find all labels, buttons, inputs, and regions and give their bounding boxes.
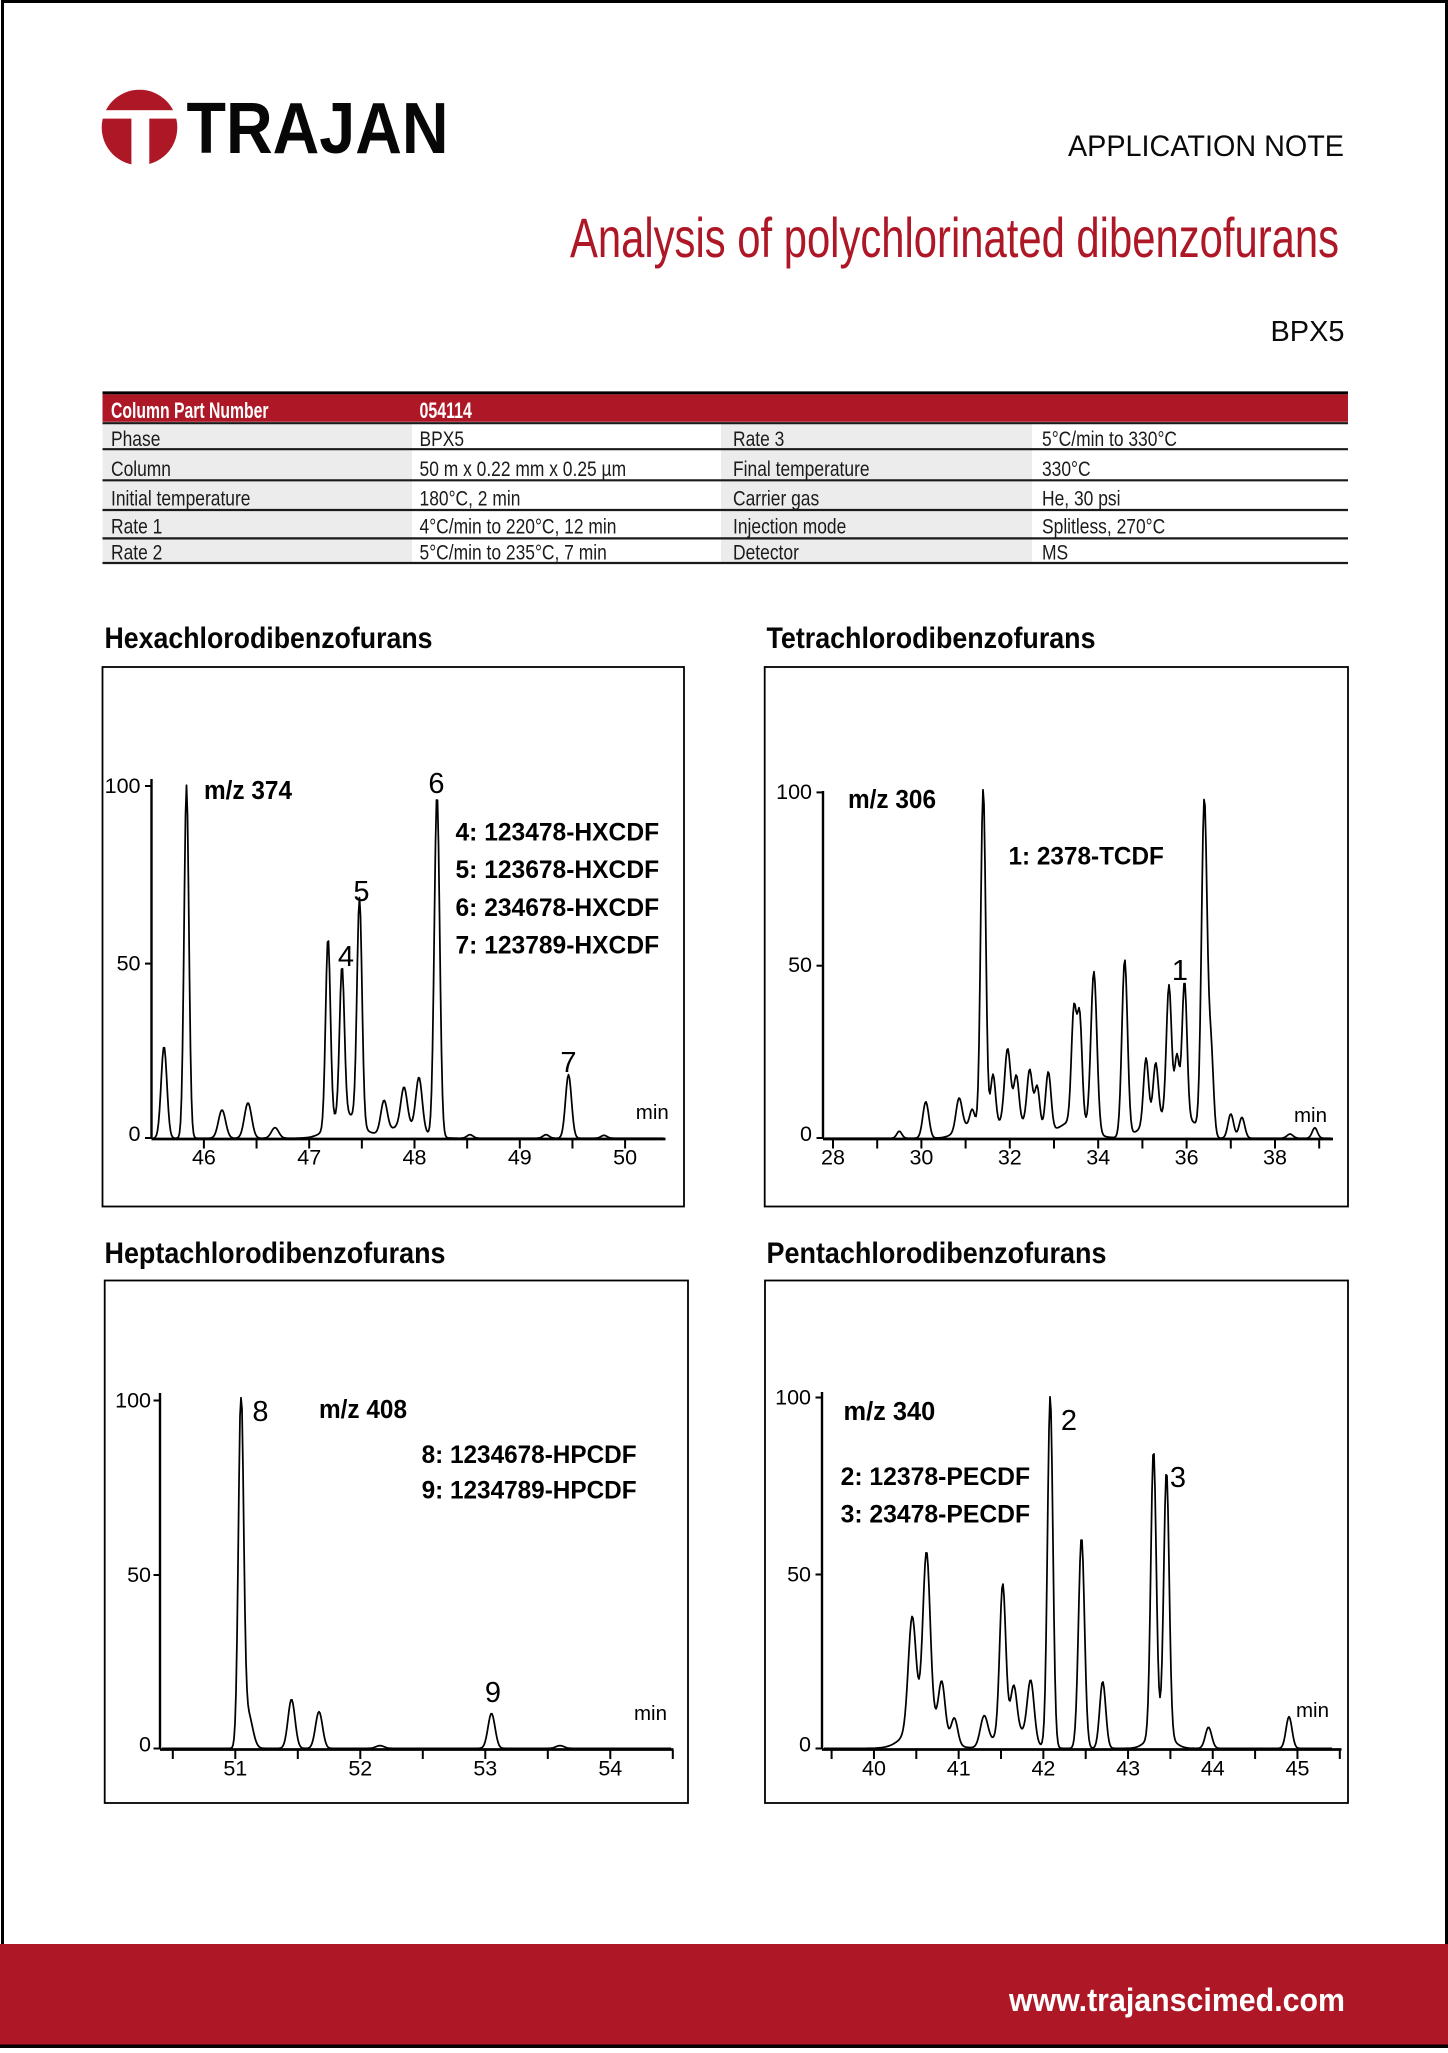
svg-text:APPLICATION NOTE: APPLICATION NOTE <box>1068 130 1344 163</box>
svg-text:2: 2 <box>1061 1405 1077 1437</box>
svg-text:Carrier gas: Carrier gas <box>733 486 819 511</box>
svg-text:28: 28 <box>821 1145 845 1169</box>
svg-text:m/z 340: m/z 340 <box>844 1398 936 1426</box>
svg-text:4°C/min to 220°C, 12 min: 4°C/min to 220°C, 12 min <box>420 514 617 539</box>
svg-text:50: 50 <box>127 1563 151 1587</box>
svg-text:Hexachlorodibenzofurans: Hexachlorodibenzofurans <box>105 622 433 655</box>
svg-text:Tetrachlorodibenzofurans: Tetrachlorodibenzofurans <box>767 622 1096 655</box>
svg-text:min: min <box>634 1702 667 1725</box>
svg-text:100: 100 <box>776 780 812 804</box>
svg-text:180°C, 2 min: 180°C, 2 min <box>420 486 521 511</box>
svg-text:36: 36 <box>1175 1145 1199 1169</box>
svg-text:9: 9 <box>485 1677 501 1709</box>
svg-text:51: 51 <box>223 1757 247 1781</box>
svg-text:7: 7 <box>560 1047 576 1079</box>
svg-text:0: 0 <box>129 1122 141 1146</box>
svg-text:Detector: Detector <box>733 540 799 565</box>
svg-text:4: 123478-HXCDF: 4: 123478-HXCDF <box>456 819 660 847</box>
svg-text:1: 1 <box>1172 955 1188 987</box>
svg-text:41: 41 <box>947 1757 971 1781</box>
svg-text:3: 3 <box>1170 1462 1186 1494</box>
svg-text:5°C/min to 330°C: 5°C/min to 330°C <box>1042 426 1177 451</box>
svg-text:8: 8 <box>252 1396 268 1428</box>
svg-text:0: 0 <box>800 1122 812 1146</box>
svg-text:50: 50 <box>788 953 812 977</box>
svg-text:38: 38 <box>1263 1145 1287 1169</box>
svg-text:100: 100 <box>105 774 141 798</box>
svg-text:50: 50 <box>613 1145 637 1169</box>
svg-text:He, 30 psi: He, 30 psi <box>1042 486 1121 511</box>
svg-text:9: 1234789-HPCDF: 9: 1234789-HPCDF <box>422 1476 637 1504</box>
svg-text:3: 23478-PECDF: 3: 23478-PECDF <box>841 1501 1031 1529</box>
svg-text:32: 32 <box>998 1145 1022 1169</box>
svg-text:44: 44 <box>1201 1757 1225 1781</box>
svg-text:Rate 1: Rate 1 <box>111 514 162 539</box>
svg-text:42: 42 <box>1031 1757 1055 1781</box>
svg-text:Phase: Phase <box>111 426 160 451</box>
svg-text:BPX5: BPX5 <box>420 426 465 451</box>
svg-text:min: min <box>636 1101 669 1124</box>
svg-text:8: 1234678-HPCDF: 8: 1234678-HPCDF <box>422 1441 637 1469</box>
svg-text:100: 100 <box>115 1388 151 1412</box>
svg-text:Rate 2: Rate 2 <box>111 540 162 565</box>
svg-text:330°C: 330°C <box>1042 456 1091 481</box>
svg-text:Injection mode: Injection mode <box>733 514 846 539</box>
svg-text:min: min <box>1294 1104 1327 1127</box>
svg-text:48: 48 <box>403 1145 427 1169</box>
svg-text:52: 52 <box>348 1757 372 1781</box>
svg-text:49: 49 <box>508 1145 532 1169</box>
svg-text:5: 5 <box>353 876 369 908</box>
svg-text:m/z 306: m/z 306 <box>848 786 936 814</box>
svg-text:MS: MS <box>1042 540 1068 565</box>
svg-text:Pentachlorodibenzofurans: Pentachlorodibenzofurans <box>767 1237 1107 1270</box>
svg-text:6: 234678-HXCDF: 6: 234678-HXCDF <box>456 894 660 922</box>
svg-text:Analysis of polychlorinated di: Analysis of polychlorinated dibenzofuran… <box>570 206 1339 269</box>
svg-text:Heptachlorodibenzofurans: Heptachlorodibenzofurans <box>105 1237 446 1270</box>
svg-text:m/z 408: m/z 408 <box>319 1396 407 1424</box>
svg-text:50 m x 0.22 mm x 0.25 µm: 50 m x 0.22 mm x 0.25 µm <box>420 456 627 481</box>
svg-text:50: 50 <box>787 1563 811 1587</box>
svg-text:40: 40 <box>862 1757 886 1781</box>
svg-text:53: 53 <box>473 1757 497 1781</box>
svg-text:50: 50 <box>117 952 141 976</box>
svg-text:0: 0 <box>799 1733 811 1757</box>
svg-text:4: 4 <box>338 941 354 973</box>
svg-text:m/z 374: m/z 374 <box>204 777 293 805</box>
svg-text:34: 34 <box>1086 1145 1110 1169</box>
svg-text:46: 46 <box>192 1145 216 1169</box>
svg-text:Rate 3: Rate 3 <box>733 426 784 451</box>
svg-text:Column: Column <box>111 456 171 481</box>
svg-text:100: 100 <box>775 1385 811 1409</box>
svg-text:TRAJAN: TRAJAN <box>187 88 449 169</box>
svg-text:5°C/min to 235°C, 7 min: 5°C/min to 235°C, 7 min <box>420 540 607 565</box>
svg-text:1: 2378-TCDF: 1: 2378-TCDF <box>1009 843 1164 871</box>
svg-text:47: 47 <box>297 1145 321 1169</box>
svg-text:Splitless, 270°C: Splitless, 270°C <box>1042 514 1165 539</box>
svg-text:Final temperature: Final temperature <box>733 456 870 481</box>
svg-text:054114: 054114 <box>420 398 472 423</box>
svg-text:Column Part Number: Column Part Number <box>111 398 269 423</box>
svg-text:43: 43 <box>1116 1757 1140 1781</box>
svg-text:30: 30 <box>909 1145 933 1169</box>
svg-text:2: 12378-PECDF: 2: 12378-PECDF <box>841 1463 1031 1491</box>
svg-text:www.trajanscimed.com: www.trajanscimed.com <box>1008 1982 1345 2018</box>
svg-text:Initial temperature: Initial temperature <box>111 486 251 511</box>
svg-text:45: 45 <box>1286 1757 1310 1781</box>
svg-text:5: 123678-HXCDF: 5: 123678-HXCDF <box>456 856 660 884</box>
svg-text:7: 123789-HXCDF: 7: 123789-HXCDF <box>456 932 660 960</box>
svg-text:6: 6 <box>428 768 444 800</box>
svg-text:min: min <box>1296 1699 1329 1722</box>
svg-text:54: 54 <box>598 1757 622 1781</box>
svg-text:0: 0 <box>139 1733 151 1757</box>
svg-text:BPX5: BPX5 <box>1271 316 1345 348</box>
